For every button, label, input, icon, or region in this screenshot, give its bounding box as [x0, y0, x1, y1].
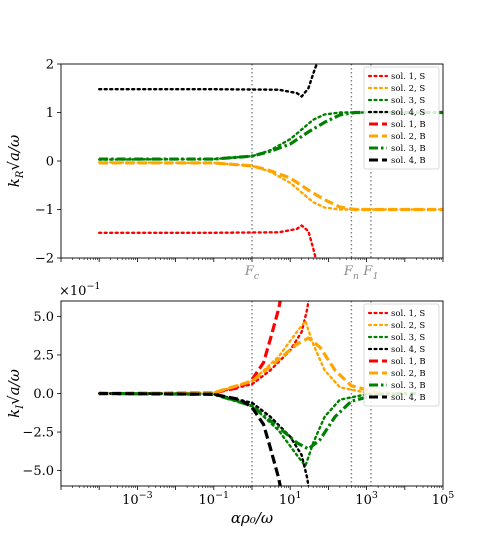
y-tick-label: −2.5 — [22, 426, 54, 441]
series-group — [98, 301, 417, 486]
legend: sol. 1, S sol. 2, S sol. 3, S sol. 4, S sol.… — [363, 303, 440, 407]
x-tick-label: 101 — [279, 490, 302, 508]
legend-label: sol. 2, B — [391, 369, 426, 379]
y-tick-label: −5.0 — [22, 464, 54, 479]
legend-label: sol. 1, B — [391, 357, 426, 367]
legend-label: sol. 4, B — [391, 393, 426, 403]
legend-label: sol. 3, S — [391, 333, 425, 343]
y-tick-label: 0 — [46, 155, 54, 170]
y-tick-label: 2 — [46, 58, 54, 73]
series-sol-2-b — [99, 336, 417, 396]
y-tick-label: −1 — [35, 203, 54, 218]
series-sol-1-s — [98, 224, 317, 258]
legend-label: sol. 3, B — [391, 381, 426, 391]
series-group — [98, 64, 443, 258]
y-axis-label: kR√a/ω — [5, 135, 26, 187]
series-sol-1-s — [98, 301, 310, 395]
x-tick-label: 10−1 — [199, 490, 230, 508]
legend-box — [363, 66, 440, 170]
series-sol-3-s — [98, 111, 443, 161]
legend-label: sol. 2, S — [391, 321, 425, 331]
bottom-panel: 10−3 10−1 101 103 105 −5.0 −2.5 0.0 2.5 5.0 ×10−1 k… — [5, 281, 454, 527]
y-axis-label: kI√a/ω — [5, 369, 26, 418]
vline-label-2: F1 — [362, 264, 378, 282]
series-sol-4-s — [98, 64, 318, 98]
axis-multiplier: ×10−1 — [59, 281, 100, 299]
legend-label: sol. 2, S — [391, 84, 425, 94]
vline-label-1: Fn — [343, 264, 359, 282]
legend-label: sol. 4, B — [391, 156, 426, 166]
x-tick-label: 103 — [355, 490, 378, 508]
vline-label-0: Fc — [244, 264, 260, 282]
y-tick-label: 2.5 — [33, 348, 54, 363]
y-tick-label: 5.0 — [33, 310, 54, 325]
y-tick-label: −2 — [35, 252, 54, 267]
series-sol-2-b — [99, 161, 443, 212]
legend-label: sol. 1, S — [391, 309, 425, 319]
legend-label: sol. 2, B — [391, 132, 426, 142]
series-sol-4-s — [98, 392, 310, 486]
series-sol-3-s — [98, 392, 406, 468]
legend-label: sol. 4, S — [391, 108, 425, 118]
legend-label: sol. 1, B — [391, 120, 426, 130]
series-sol-2-s — [98, 319, 406, 395]
x-axis-label: αρ₀/ω — [231, 509, 273, 527]
legend-label: sol. 1, S — [391, 72, 425, 82]
legend-label: sol. 3, B — [391, 144, 426, 154]
x-tick-label: 10−3 — [122, 490, 153, 508]
legend: sol. 1, S sol. 2, S sol. 3, S sol. 4, S sol.… — [363, 66, 440, 170]
legend-box — [363, 303, 440, 407]
y-tick-label: 0.0 — [33, 387, 54, 402]
y-tick-label: 1 — [46, 106, 54, 121]
x-tick-label: 105 — [432, 490, 455, 508]
legend-label: sol. 3, S — [391, 96, 425, 106]
series-sol-3-b — [99, 391, 417, 451]
legend-label: sol. 4, S — [391, 345, 425, 355]
series-sol-4-b — [99, 391, 282, 486]
series-sol-3-b — [99, 110, 443, 161]
